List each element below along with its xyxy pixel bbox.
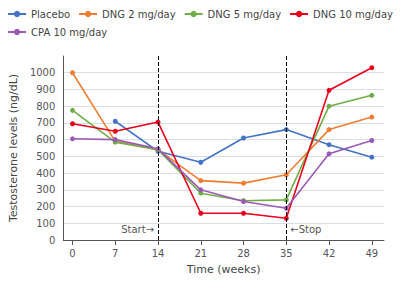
svg-text:900: 900 bbox=[36, 84, 55, 95]
svg-text:100: 100 bbox=[36, 218, 55, 229]
svg-text:CPA 10 mg/day: CPA 10 mg/day bbox=[31, 27, 107, 38]
svg-text:49: 49 bbox=[365, 248, 378, 259]
svg-text:Start→: Start→ bbox=[121, 224, 154, 235]
svg-text:1000: 1000 bbox=[30, 67, 55, 78]
svg-text:35: 35 bbox=[280, 248, 293, 259]
svg-text:800: 800 bbox=[36, 101, 55, 112]
svg-text:200: 200 bbox=[36, 201, 55, 212]
svg-text:Time (weeks): Time (weeks) bbox=[186, 263, 261, 276]
svg-text:Placebo: Placebo bbox=[31, 9, 70, 20]
svg-text:500: 500 bbox=[36, 151, 55, 162]
svg-text:300: 300 bbox=[36, 184, 55, 195]
svg-text:DNG 5 mg/day: DNG 5 mg/day bbox=[208, 9, 282, 20]
svg-text:400: 400 bbox=[36, 168, 55, 179]
svg-text:700: 700 bbox=[36, 117, 55, 128]
svg-text:←Stop: ←Stop bbox=[290, 224, 321, 235]
svg-text:14: 14 bbox=[152, 248, 165, 259]
svg-text:42: 42 bbox=[323, 248, 336, 259]
svg-text:28: 28 bbox=[237, 248, 250, 259]
svg-text:0: 0 bbox=[69, 248, 75, 259]
svg-text:600: 600 bbox=[36, 134, 55, 145]
svg-text:Testosterone levels (ng/dL): Testosterone levels (ng/dL) bbox=[7, 74, 20, 223]
svg-text:DNG 10 mg/day: DNG 10 mg/day bbox=[313, 9, 393, 20]
svg-text:7: 7 bbox=[112, 248, 118, 259]
svg-text:21: 21 bbox=[194, 248, 207, 259]
svg-text:0: 0 bbox=[49, 235, 55, 246]
svg-text:DNG 2 mg/day: DNG 2 mg/day bbox=[102, 9, 176, 20]
